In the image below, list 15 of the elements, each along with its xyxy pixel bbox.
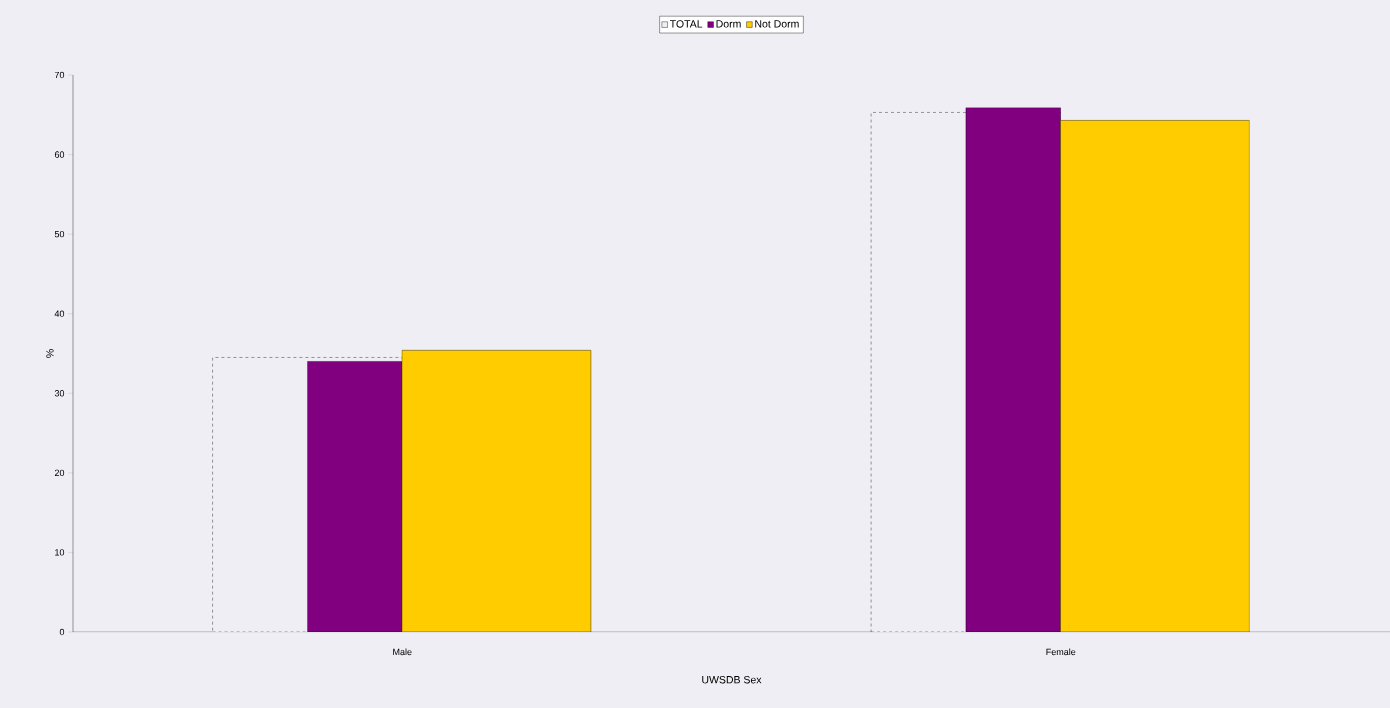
y-tick-label: 50: [54, 230, 65, 238]
y-tick-label: 20: [54, 469, 65, 477]
y-axis-title: %: [46, 349, 54, 358]
x-tick-label: Female: [1046, 648, 1076, 656]
legend-label: TOTAL: [669, 20, 703, 28]
y-tick-label: 30: [54, 390, 65, 397]
y-tick-label: 60: [54, 151, 65, 158]
y-tick-label: 10: [55, 549, 65, 556]
y-tick-label: 70: [54, 71, 65, 79]
y-tick-label: 40: [54, 310, 65, 317]
y-tick-label: 0: [59, 628, 65, 636]
x-axis-title: UWSDB Sex: [702, 676, 762, 684]
legend-label: Not Dorm: [755, 20, 799, 28]
legend-label: Dorm: [716, 20, 741, 28]
x-tick-label: Male: [393, 648, 412, 656]
